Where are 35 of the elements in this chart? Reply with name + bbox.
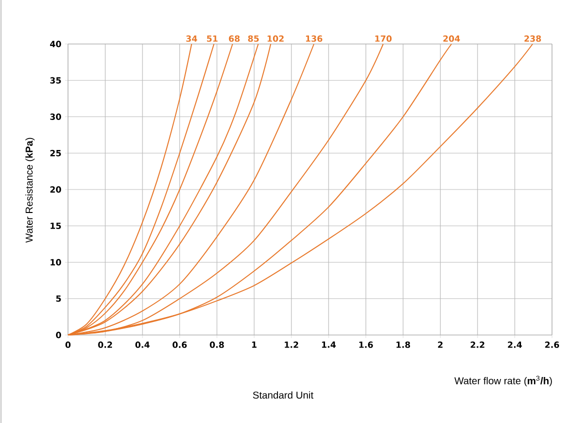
x-tick-label: 1.6 <box>359 342 373 348</box>
x-tick-label: 0.8 <box>210 342 224 348</box>
x-tick-label: 1.4 <box>322 342 336 348</box>
x-tick-label: 2.4 <box>508 342 522 348</box>
x-tick-label: 1 <box>252 342 257 348</box>
x-tick-label: 0.2 <box>98 342 112 348</box>
x-tick-label: 2.6 <box>545 342 560 348</box>
x-axis-title: Water flow rate (m$^{3}$/h) <box>454 376 552 386</box>
x-tick-label: 2 <box>438 342 443 348</box>
x-tick-label: 2.2 <box>470 342 484 348</box>
y-tick-label: 30 <box>50 114 62 120</box>
y-axis-title: Water Resistance (kPa) <box>25 138 35 243</box>
series-label: 102 <box>268 35 284 42</box>
y-tick-label: 15 <box>50 222 61 230</box>
y-tick-label: 5 <box>56 295 61 302</box>
y-tick-label: 10 <box>50 259 62 266</box>
y-tick-label: 40 <box>50 40 62 48</box>
x-tick-label: 1.8 <box>396 342 410 348</box>
series-label: 238 <box>524 35 541 42</box>
series-label: 85 <box>248 35 259 42</box>
y-tick-label: 0 <box>56 332 62 338</box>
y-tick-label: 35 <box>50 77 61 84</box>
x-tick-label: 0 <box>65 342 71 348</box>
y-tick-label: 25 <box>50 150 61 156</box>
series-label: 204 <box>443 35 460 42</box>
series-label: 34 <box>186 35 198 42</box>
series-label: 68 <box>228 35 240 42</box>
x-tick-label: 1.2 <box>284 342 298 348</box>
text: Standard Unit <box>253 391 314 399</box>
series-label: 170 <box>375 35 392 42</box>
y-tick-label: 20 <box>50 186 62 193</box>
series-label: 136 <box>306 35 322 42</box>
x-tick-label: 0.6 <box>172 342 187 348</box>
series-label: 51 <box>207 36 218 42</box>
x-tick-label: 0.4 <box>135 342 150 348</box>
